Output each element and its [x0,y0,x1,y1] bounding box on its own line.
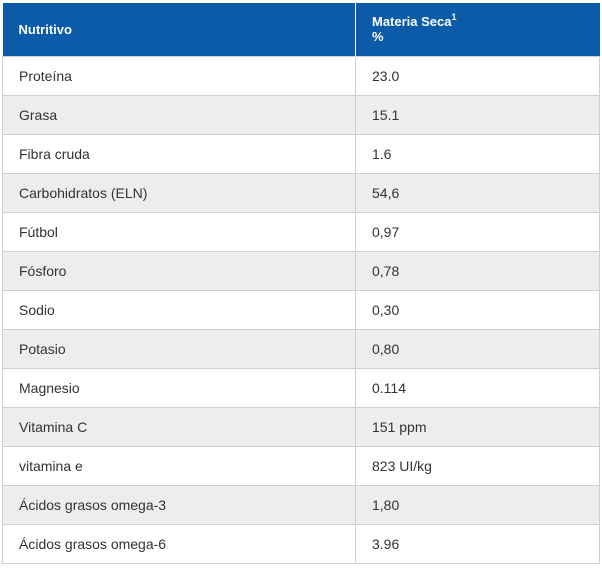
header-footnote-marker: 1 [451,11,457,22]
nutrient-name-cell: Proteína [2,55,356,96]
table-row: Potasio 0,80 [2,328,600,369]
table-row: Vitamina C 151 ppm [2,406,600,447]
dry-matter-value-cell: 151 ppm [355,406,600,447]
nutrient-name-cell: Ácidos grasos omega-6 [2,523,356,564]
table-row: Fósforo 0,78 [2,250,600,291]
nutrition-table-container: Nutritivo Materia Seca1 % Proteína 23.0 Gr… [2,3,600,564]
table-row: Magnesio 0.114 [2,367,600,408]
table-row: Carbohidratos (ELN) 54,6 [2,172,600,213]
nutrient-name-cell: Potasio [2,328,356,369]
dry-matter-value-cell: 1,80 [355,484,600,525]
dry-matter-value-cell: 0,30 [355,289,600,330]
nutrient-name-cell: Fútbol [2,211,356,252]
nutrient-name-cell: Fósforo [2,250,356,291]
dry-matter-value-cell: 23.0 [355,55,600,96]
dry-matter-value-cell: 0,78 [355,250,600,291]
nutrient-name-cell: Fibra cruda [2,133,356,174]
dry-matter-value-cell: 0,80 [355,328,600,369]
nutrient-name-cell: Carbohidratos (ELN) [2,172,356,213]
header-dry-matter: Materia Seca1 % [355,3,600,56]
header-dry-matter-label: Materia Seca [372,14,452,30]
header-row: Nutritivo Materia Seca1 % [2,3,600,56]
dry-matter-value-cell: 0.114 [355,367,600,408]
header-nutrient: Nutritivo [2,3,356,56]
table-row: Ácidos grasos omega-3 1,80 [2,484,600,525]
nutrient-name-cell: Sodio [2,289,356,330]
dry-matter-value-cell: 15.1 [355,94,600,135]
dry-matter-value-cell: 0,97 [355,211,600,252]
dry-matter-value-cell: 1.6 [355,133,600,174]
header-dry-matter-unit: % [372,29,384,45]
nutrient-name-cell: Magnesio [2,367,356,408]
table-header: Nutritivo Materia Seca1 % [2,3,600,56]
table-row: vitamina e 823 UI/kg [2,445,600,486]
nutrition-table: Nutritivo Materia Seca1 % Proteína 23.0 Gr… [2,3,600,564]
table-row: Fútbol 0,97 [2,211,600,252]
table-row: Grasa 15.1 [2,94,600,135]
table-row: Fibra cruda 1.6 [2,133,600,174]
table-body: Proteína 23.0 Grasa 15.1 Fibra cruda 1.6 Carbo… [2,55,600,564]
nutrient-name-cell: Vitamina C [2,406,356,447]
nutrient-name-cell: Grasa [2,94,356,135]
dry-matter-value-cell: 54,6 [355,172,600,213]
table-row: Sodio 0,30 [2,289,600,330]
header-nutrient-label: Nutritivo [18,21,72,37]
dry-matter-value-cell: 823 UI/kg [355,445,600,486]
table-row: Ácidos grasos omega-6 3.96 [2,523,600,564]
dry-matter-value-cell: 3.96 [355,523,600,564]
nutrient-name-cell: Ácidos grasos omega-3 [2,484,356,525]
table-row: Proteína 23.0 [2,55,600,96]
nutrient-name-cell: vitamina e [2,445,356,486]
